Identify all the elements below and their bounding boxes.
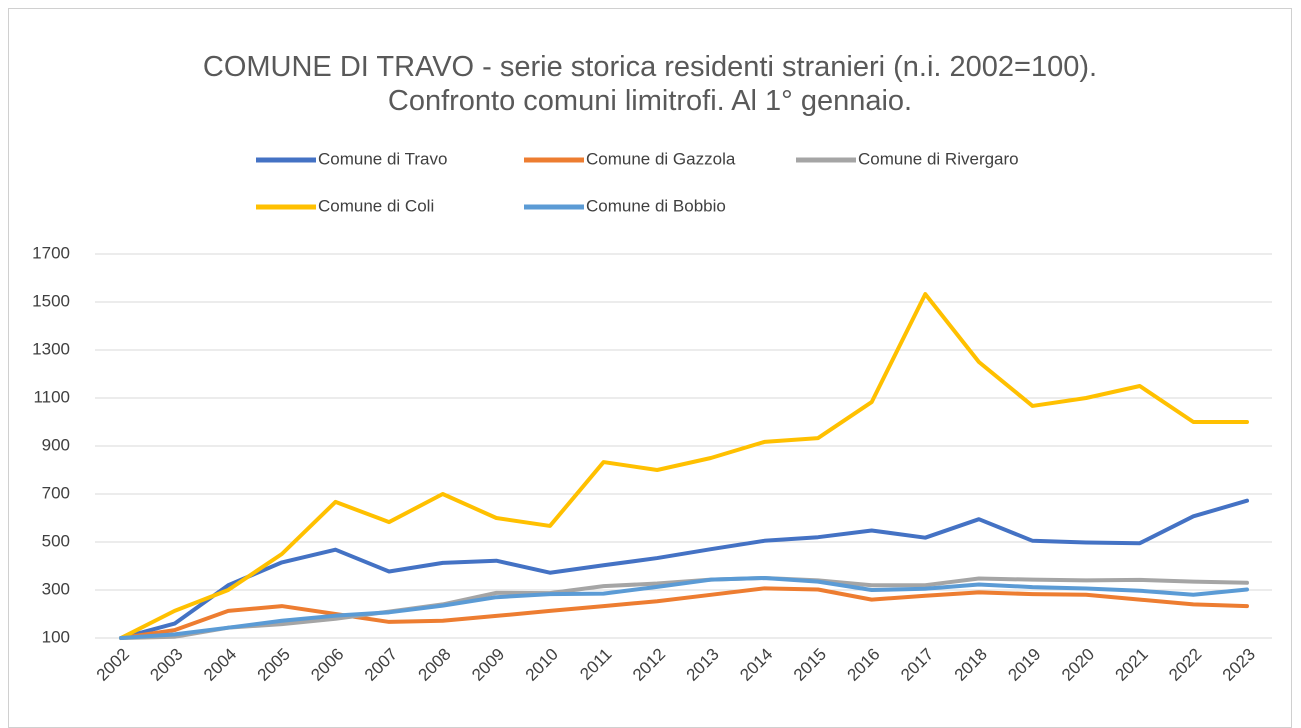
- legend-label: Comune di Rivergaro: [858, 149, 1019, 168]
- x-tick-label: 2009: [468, 645, 508, 685]
- y-tick-label: 1300: [32, 339, 70, 358]
- x-tick-label: 2015: [790, 645, 830, 685]
- x-tick-label: 2019: [1004, 645, 1044, 685]
- legend-label: Comune di Travo: [318, 149, 447, 168]
- x-tick-label: 2016: [843, 645, 883, 685]
- series-line: [119, 498, 1249, 640]
- y-tick-label: 300: [42, 579, 70, 598]
- chart-title: COMUNE DI TRAVO - serie storica resident…: [202, 51, 1098, 117]
- x-tick-label: 2003: [146, 645, 186, 685]
- x-tick-label: 2022: [1165, 645, 1205, 685]
- x-tick-label: 2014: [736, 645, 776, 685]
- y-tick-label: 1700: [32, 243, 70, 262]
- x-tick-label: 2021: [1112, 645, 1152, 685]
- series-line: [119, 586, 1249, 640]
- x-tick-label: 2023: [1219, 645, 1259, 685]
- series-line: [119, 292, 1249, 640]
- legend-label: Comune di Bobbio: [586, 196, 726, 215]
- x-tick-label: 2007: [361, 645, 401, 685]
- x-tick-label: 2017: [897, 645, 937, 685]
- x-tick-label: 2020: [1058, 645, 1098, 685]
- y-tick-label: 700: [42, 483, 70, 502]
- y-tick-label: 500: [42, 531, 70, 550]
- x-tick-label: 2002: [93, 645, 133, 685]
- x-tick-label: 2013: [683, 645, 723, 685]
- x-tick-label: 2018: [951, 645, 991, 685]
- y-tick-label: 1500: [32, 291, 70, 310]
- series-line: [119, 576, 1249, 640]
- x-tick-label: 2012: [629, 645, 669, 685]
- x-tick-label: 2004: [200, 645, 240, 685]
- x-tick-label: 2011: [576, 645, 615, 684]
- legend-label: Comune di Coli: [318, 196, 434, 215]
- y-tick-label: 900: [42, 435, 70, 454]
- x-tick-label: 2005: [254, 645, 294, 685]
- x-tick-label: 2010: [522, 645, 562, 685]
- y-tick-label: 100: [42, 627, 70, 646]
- y-tick-label: 1100: [33, 387, 70, 406]
- x-tick-label: 2008: [415, 645, 455, 685]
- legend-label: Comune di Gazzola: [586, 149, 736, 168]
- x-tick-label: 2006: [307, 645, 347, 685]
